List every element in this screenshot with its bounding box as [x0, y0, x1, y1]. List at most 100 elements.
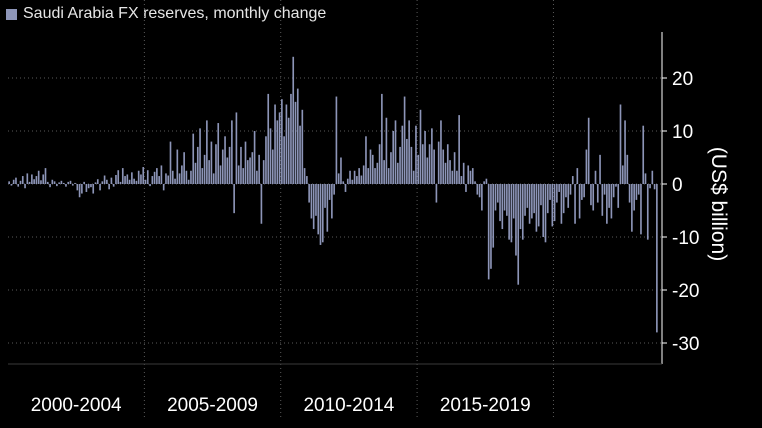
bar — [424, 131, 426, 184]
bar — [551, 184, 554, 227]
bar — [183, 152, 185, 184]
bar — [619, 104, 622, 184]
bar — [444, 162, 447, 184]
bar — [144, 179, 147, 184]
bar — [112, 184, 115, 187]
bar — [356, 176, 358, 184]
bar — [215, 144, 217, 184]
bar — [265, 136, 267, 184]
bar — [210, 141, 213, 184]
bar — [199, 128, 201, 184]
bar — [556, 184, 558, 203]
bar — [385, 117, 388, 184]
bar — [446, 144, 449, 184]
bar — [542, 184, 545, 237]
bar — [378, 144, 381, 184]
bar — [410, 146, 413, 184]
bar — [8, 181, 10, 184]
bar — [481, 184, 483, 211]
bar — [299, 125, 301, 184]
bar — [344, 184, 347, 192]
bar — [333, 184, 335, 195]
y-tick-label: -30 — [672, 334, 699, 355]
bar — [21, 176, 24, 184]
bar — [181, 165, 183, 184]
bar — [267, 93, 270, 184]
bar — [601, 184, 604, 216]
bar — [231, 120, 233, 184]
bar — [562, 184, 565, 214]
bar — [599, 154, 601, 184]
bar — [628, 184, 631, 203]
bar — [140, 174, 142, 184]
bar — [187, 179, 190, 184]
bar — [206, 120, 208, 184]
bar — [287, 117, 290, 184]
bar — [115, 174, 117, 184]
bar — [256, 170, 258, 184]
y-tick-label: 20 — [672, 69, 693, 90]
bar — [106, 179, 108, 184]
bar — [515, 184, 517, 256]
bar — [65, 184, 67, 187]
x-period-label: 2005-2009 — [167, 395, 258, 416]
bar — [10, 184, 13, 186]
bar — [365, 136, 367, 184]
y-axis-label: (US$ billion) — [707, 147, 730, 261]
bar — [387, 168, 390, 184]
bar — [221, 149, 224, 184]
bar — [585, 149, 588, 184]
bar — [171, 170, 174, 184]
bar — [19, 180, 22, 184]
bar — [290, 93, 292, 184]
bar — [383, 160, 385, 184]
bar — [44, 168, 47, 184]
bar — [146, 170, 149, 184]
bar — [653, 184, 656, 190]
bar — [81, 184, 83, 194]
bar — [406, 138, 408, 184]
bar — [92, 184, 95, 194]
bar — [526, 184, 529, 208]
bar — [260, 184, 263, 224]
bar — [28, 181, 31, 184]
y-tick-label: -10 — [672, 228, 699, 249]
bar — [508, 184, 510, 240]
bar — [194, 162, 197, 184]
bar — [476, 184, 479, 195]
bar — [169, 141, 172, 184]
bar — [487, 184, 490, 280]
bar — [219, 165, 222, 184]
bar — [46, 181, 49, 184]
bar — [571, 176, 574, 184]
bar — [242, 168, 245, 184]
bar — [512, 184, 515, 219]
bar — [137, 170, 140, 184]
bars — [8, 56, 658, 333]
bar — [131, 172, 133, 184]
bar — [540, 184, 542, 206]
bar — [203, 154, 206, 184]
bar — [67, 181, 70, 184]
bar — [506, 184, 508, 216]
bar — [85, 184, 88, 192]
bar — [33, 179, 35, 184]
bar — [358, 168, 360, 184]
bar — [201, 168, 204, 184]
bar — [153, 171, 156, 184]
bar — [606, 184, 608, 224]
bar — [417, 154, 420, 184]
bar — [128, 179, 131, 184]
bar — [458, 115, 460, 184]
bar — [156, 168, 158, 184]
bar — [17, 184, 20, 187]
bar — [56, 184, 58, 187]
bar — [524, 184, 526, 216]
bar — [42, 174, 45, 184]
bar — [624, 120, 626, 184]
bar — [569, 184, 572, 195]
bar — [296, 88, 299, 184]
bar — [401, 125, 404, 184]
bar — [567, 184, 570, 208]
bar — [467, 165, 470, 184]
